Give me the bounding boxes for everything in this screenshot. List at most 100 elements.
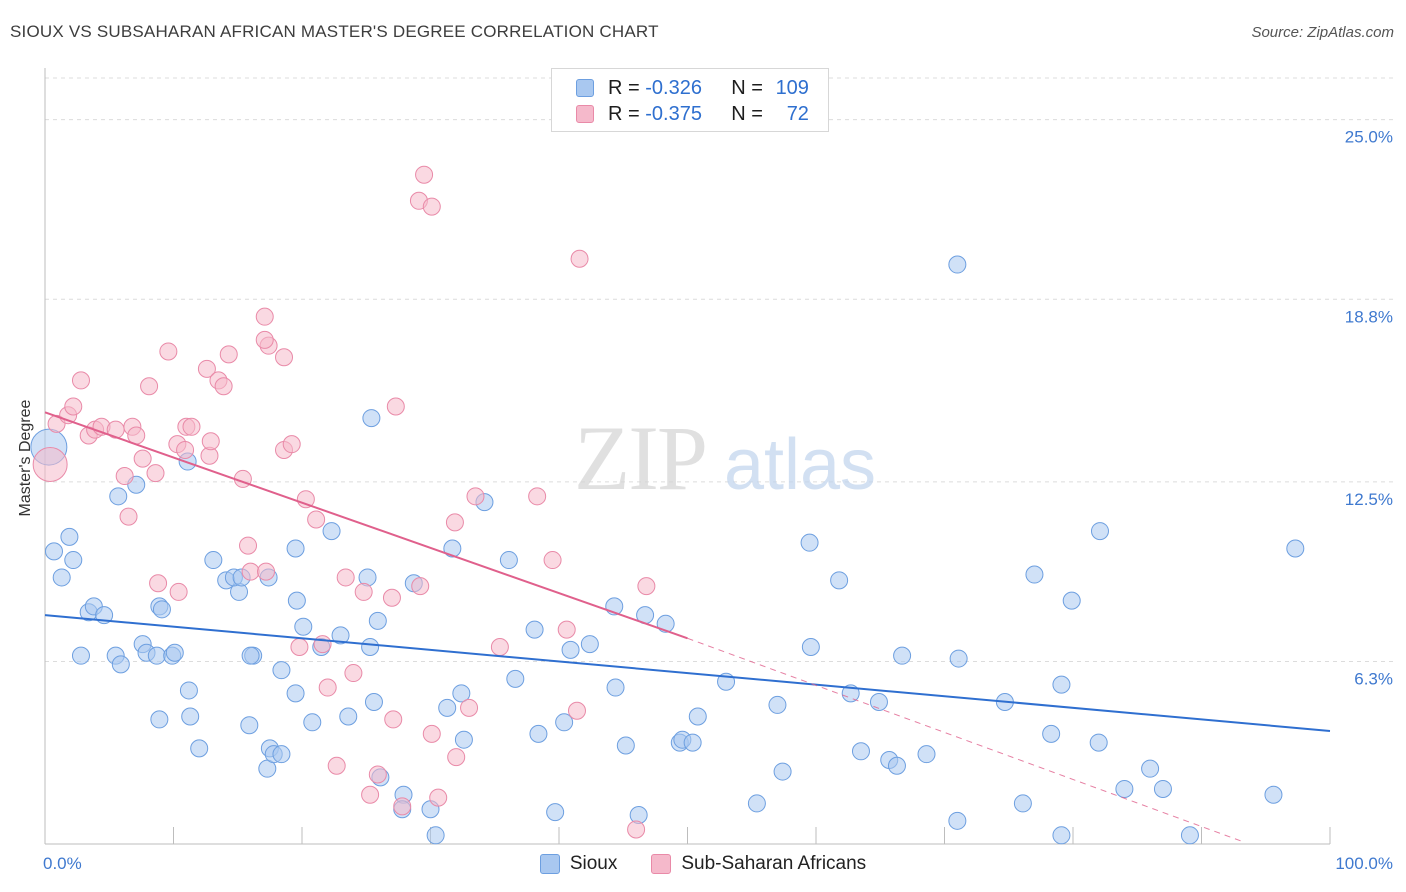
sioux-point	[683, 733, 702, 752]
subsaharan-point	[637, 577, 656, 596]
sioux-point	[339, 707, 358, 726]
sioux-point	[830, 571, 849, 590]
subsaharan-point	[361, 785, 380, 804]
sioux-point	[322, 522, 341, 541]
subsaharan-point	[149, 574, 168, 593]
sioux-point	[165, 643, 184, 662]
r-label: R =	[608, 102, 640, 125]
sioux-trend-line	[44, 614, 1331, 732]
legend-swatch-sioux	[539, 854, 560, 874]
sioux-point	[190, 739, 209, 758]
sioux-point	[948, 255, 967, 274]
sioux-point	[272, 661, 291, 680]
sioux-point	[1042, 724, 1061, 743]
sioux-point	[506, 669, 525, 688]
subsaharan-point	[411, 577, 430, 596]
x-tick-label: 0.0%	[43, 854, 82, 873]
subsaharan-point	[393, 797, 412, 816]
subsaharan-point	[119, 507, 138, 526]
subsaharan-point	[570, 249, 589, 268]
subsaharan-point	[239, 536, 258, 555]
sioux-point	[688, 707, 707, 726]
sioux-point	[1153, 779, 1172, 798]
sioux-point	[364, 693, 383, 712]
sioux-point	[851, 742, 870, 761]
points-layer	[30, 165, 1305, 845]
sioux-point	[303, 713, 322, 732]
subsaharan-point	[133, 449, 152, 468]
subsaharan-point	[176, 440, 195, 459]
subsaharan-point	[146, 464, 165, 483]
subsaharan-point	[159, 342, 178, 361]
subsaharan-point	[32, 446, 68, 482]
sioux-point	[361, 637, 380, 656]
sioux-point	[179, 681, 198, 700]
sioux-point	[525, 620, 544, 639]
y-tick-label: 18.8%	[1345, 307, 1393, 326]
sioux-point	[555, 713, 574, 732]
subsaharan-point	[490, 637, 509, 656]
subsaharan-point	[528, 487, 547, 506]
sioux-point	[52, 568, 71, 587]
subsaharan-point	[257, 562, 276, 581]
sioux-point	[331, 626, 350, 645]
subsaharan-point	[201, 432, 220, 451]
sioux-point	[747, 794, 766, 813]
subsaharan-point	[197, 359, 216, 378]
subsaharan-point	[214, 377, 233, 396]
subsaharan-point	[327, 756, 346, 775]
chart-source: Source: ZipAtlas.com	[1251, 24, 1394, 41]
sioux-point	[286, 684, 305, 703]
y-tick-label: 12.5%	[1345, 490, 1393, 509]
n-label: N =	[731, 76, 763, 99]
subsaharan-point	[368, 765, 387, 784]
subsaharan-point	[275, 348, 294, 367]
sioux-point	[152, 600, 171, 619]
sioux-point	[109, 487, 128, 506]
sioux-point	[869, 693, 888, 712]
sioux-point	[454, 730, 473, 749]
sioux-point	[1013, 794, 1032, 813]
sioux-point	[241, 646, 260, 665]
legend: Sioux Sub-Saharan Africans	[0, 852, 1406, 876]
subsaharan-point	[460, 698, 479, 717]
sioux-point	[1025, 565, 1044, 584]
sioux-point	[887, 756, 906, 775]
stats-swatch-sioux	[576, 79, 594, 97]
subsaharan-point	[386, 397, 405, 416]
sioux-point	[801, 637, 820, 656]
sioux-point	[606, 678, 625, 697]
sioux-point	[240, 716, 259, 735]
sioux-point	[1052, 826, 1071, 845]
sioux-point	[773, 762, 792, 781]
n-value: 109	[775, 76, 809, 99]
stats-swatch-subsaharan	[576, 105, 594, 123]
subsaharan-point	[140, 377, 159, 396]
tick-labels: 6.3% 12.5% 18.8% 25.0% 0.0% 100.0%	[43, 128, 1393, 873]
sioux-point	[580, 635, 599, 654]
sioux-point	[1062, 591, 1081, 610]
watermark-atlas: atlas	[724, 425, 876, 505]
subsaharan-point	[567, 701, 586, 720]
subsaharan-point	[415, 165, 434, 184]
stats-box: R = -0.326 N = 109 R = -0.375 N = 72	[551, 68, 829, 132]
subsaharan-point	[429, 788, 448, 807]
subsaharan-point	[255, 307, 274, 326]
chart-title: SIOUX VS SUBSAHARAN AFRICAN MASTER'S DEG…	[10, 22, 659, 41]
sioux-point	[111, 655, 130, 674]
sioux-point	[949, 649, 968, 668]
sioux-point	[1180, 826, 1199, 845]
sioux-point	[546, 803, 565, 822]
subsaharan-point	[318, 678, 337, 697]
legend-item-sioux[interactable]: Sioux	[539, 853, 617, 875]
sioux-point	[616, 736, 635, 755]
sioux-point	[917, 745, 936, 764]
n-value: 72	[786, 102, 809, 125]
sioux-point	[294, 617, 313, 636]
legend-item-subsaharan[interactable]: Sub-Saharan Africans	[651, 853, 866, 875]
sioux-point	[443, 539, 462, 558]
subsaharan-point	[290, 637, 309, 656]
sioux-point	[1264, 785, 1283, 804]
sioux-point	[71, 646, 90, 665]
